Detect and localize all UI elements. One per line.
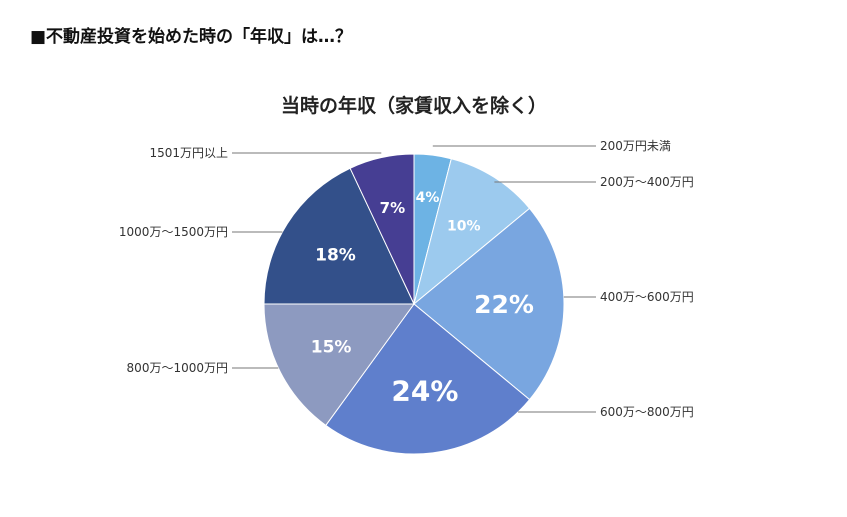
percent-label-3: 24% (391, 374, 458, 407)
pie-slice-6 (349, 153, 415, 305)
category-label-2: 400万〜600万円 (600, 290, 694, 304)
category-label-1: 200万〜400万円 (600, 175, 694, 189)
category-label-3: 600万〜800万円 (600, 405, 694, 419)
percent-label-4: 15% (311, 337, 352, 357)
percent-labels: 4% 10% 22% 24% 15% 18% 7% (311, 190, 534, 408)
percent-label-1: 10% (447, 219, 481, 235)
percent-label-5: 18% (315, 245, 356, 265)
category-labels: 200万円未満 200万〜400万円 400万〜600万円 600万〜800万円 800… (119, 139, 694, 419)
pie-slice-1 (413, 158, 531, 306)
category-label-4: 800万〜1000万円 (127, 361, 228, 375)
page-heading: ■不動産投資を始めた時の「年収」は…？ (30, 27, 353, 47)
percent-label-0: 4% (416, 190, 440, 206)
category-label-0: 200万円未満 (600, 139, 671, 153)
pie-slice-5 (263, 167, 415, 305)
pie-slice-4 (263, 303, 415, 427)
pie-slices (263, 153, 565, 455)
pie-slice-2 (413, 207, 565, 401)
percent-label-6: 7% (380, 199, 405, 217)
leader-lines (232, 145, 596, 413)
percent-label-2: 22% (474, 290, 534, 319)
category-label-5: 1000万〜1500万円 (119, 225, 228, 239)
pie-slice-3 (325, 303, 531, 455)
chart-title: 当時の年収（家賃収入を除く） (281, 94, 547, 117)
category-label-6: 1501万円以上 (149, 146, 228, 160)
